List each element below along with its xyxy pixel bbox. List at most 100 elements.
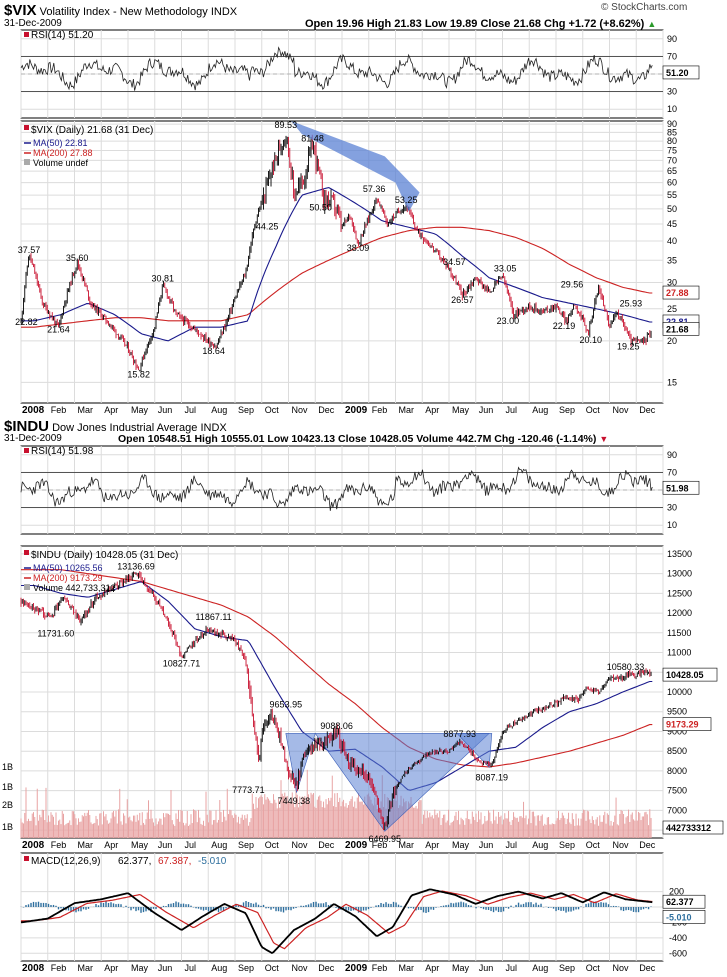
- vix-price-annotation: 53.25: [395, 195, 418, 205]
- indu-close-tag-box: [662, 667, 718, 682]
- indu-date: 31-Dec-2009: [4, 433, 62, 444]
- indu-price-annotation: 8877.93: [443, 729, 476, 739]
- indu-rsi-tick: 70: [667, 467, 677, 477]
- vix-price-annotation: 89.53: [275, 120, 298, 130]
- indu-volume-tag: 442733312: [666, 823, 711, 833]
- vix-rsi-label: RSI(14) 51.20: [31, 30, 94, 41]
- down-arrow-icon: ▼: [599, 434, 609, 444]
- macd-month-label: Mar: [78, 963, 94, 973]
- vix-name: Volatility Index - New Methodology: [39, 6, 208, 18]
- indu-month-label: Sep: [559, 840, 575, 850]
- vix-price-tick: 60: [667, 178, 677, 188]
- vix-ma50-tag: 22.81: [666, 317, 689, 327]
- indu-volume-swatch: [24, 584, 30, 590]
- macd-signal-label: 67.387,: [158, 856, 191, 867]
- indu-month-label: Mar: [399, 840, 415, 850]
- indu-price-annotation: 7773.71: [232, 785, 265, 795]
- indu-price-tick: 8500: [667, 746, 687, 756]
- indu-price-tick: 13000: [667, 569, 692, 579]
- indu-month-label: Oct: [265, 840, 280, 850]
- vix-month-label: Sep: [559, 405, 575, 415]
- indu-price-annotation: 9653.95: [270, 700, 303, 710]
- indu-price-annotation: 7449.38: [278, 796, 311, 806]
- indu-month-label: Feb: [51, 840, 67, 850]
- indu-price-annotation: 9088.06: [320, 721, 353, 731]
- macd-month-label: Feb: [372, 963, 388, 973]
- vix-ma200-tag-box: [662, 285, 700, 300]
- indu-exchange: INDX: [200, 422, 227, 434]
- vix-price-tick: 30: [667, 277, 677, 287]
- indu-month-label: Jun: [479, 840, 494, 850]
- macd-month-label: Aug: [211, 963, 227, 973]
- vix-month-label: May: [452, 405, 470, 415]
- macd-month-label: Nov: [292, 963, 309, 973]
- indu-price-tick: 10000: [667, 687, 692, 697]
- indu-volume-tick: 1B: [2, 822, 13, 832]
- macd-month-label: May: [131, 963, 149, 973]
- vix-symbol: $VIX: [4, 2, 37, 19]
- indu-month-label: Mar: [78, 840, 94, 850]
- vix-month-label: Nov: [292, 405, 309, 415]
- indu-header: $INDU Dow Jones Industrial Average INDX: [4, 418, 227, 435]
- vix-month-label: Sep: [238, 405, 254, 415]
- macd-value-tag-box: [662, 894, 706, 909]
- indu-price-tick: 12000: [667, 608, 692, 618]
- indu-volume-tick: 2B: [2, 800, 13, 810]
- indu-month-label: Jul: [185, 840, 197, 850]
- logo-icon: [24, 32, 29, 37]
- vix-exchange: INDX: [210, 6, 238, 18]
- vix-month-label: Jul: [185, 405, 197, 415]
- macd-month-label: Aug: [532, 963, 548, 973]
- indu-price-bars: [20, 571, 652, 831]
- macd-month-label: May: [452, 963, 470, 973]
- indu-month-label: Oct: [586, 840, 601, 850]
- vix-price-tick: 35: [667, 255, 677, 265]
- vix-price-annotation: 29.56: [561, 280, 584, 290]
- vix-month-label: Feb: [372, 405, 388, 415]
- vix-month-label: Dec: [318, 405, 335, 415]
- vix-rsi-line: [20, 46, 653, 91]
- indu-right-shoulder-triangle: [456, 733, 493, 769]
- vix-rsi-tick: 30: [667, 87, 677, 97]
- vix-month-label: Feb: [51, 405, 67, 415]
- vix-price-tick: 50: [667, 204, 677, 214]
- indu-symbol: $INDU: [4, 418, 50, 435]
- macd-value-label: 62.377,: [118, 856, 151, 867]
- indu-month-label: Dec: [639, 840, 656, 850]
- vix-price-tick: 65: [667, 166, 677, 176]
- vix-month-label: Nov: [613, 405, 630, 415]
- vix-price-annotation: 22.19: [553, 321, 576, 331]
- vix-price-annotation: 34.57: [443, 257, 466, 267]
- vix-price-annotation: 81.48: [301, 133, 324, 143]
- indu-name: Dow Jones Industrial Average: [52, 422, 198, 434]
- vix-month-label: Aug: [532, 405, 548, 415]
- indu-price-annotation: 13136.69: [117, 562, 155, 572]
- macd-month-label: Oct: [586, 963, 601, 973]
- vix-price-annotation: 44.25: [256, 221, 279, 231]
- macd-tick: -600: [669, 948, 687, 958]
- vix-month-label: Jun: [158, 405, 173, 415]
- indu-price-tick: 12500: [667, 588, 692, 598]
- indu-month-label: Jul: [506, 840, 518, 850]
- vix-quote: Open 19.96 High 21.83 Low 19.89 Close 21…: [305, 18, 656, 30]
- vix-price-tick: 45: [667, 219, 677, 229]
- indu-month-label: May: [452, 840, 470, 850]
- indu-month-label: Nov: [292, 840, 309, 850]
- vix-rsi-tick: 10: [667, 104, 677, 114]
- vix-month-label: Jul: [506, 405, 518, 415]
- indu-close-tag: 10428.05: [666, 670, 704, 680]
- vix-header: $VIX Volatility Index - New Methodology …: [4, 2, 237, 19]
- vix-month-label: Dec: [639, 405, 656, 415]
- vix-month-label: Oct: [586, 405, 601, 415]
- macd-hist-tag: -5.010: [666, 912, 692, 922]
- vix-trend-arrow: [291, 121, 420, 212]
- indu-volume-tag-box: [662, 820, 724, 835]
- vix-price-tick: 20: [667, 336, 677, 346]
- vix-price-annotation: 22.82: [15, 317, 38, 327]
- indu-month-label: 2009: [345, 840, 368, 851]
- indu-rsi-tick: 10: [667, 520, 677, 530]
- macd-value-tag: 62.377: [666, 897, 694, 907]
- vix-ma200-legend: MA(200) 27.88: [33, 148, 93, 158]
- indu-price-annotation: 10580.33: [607, 662, 645, 672]
- macd-tick: 200: [669, 887, 684, 897]
